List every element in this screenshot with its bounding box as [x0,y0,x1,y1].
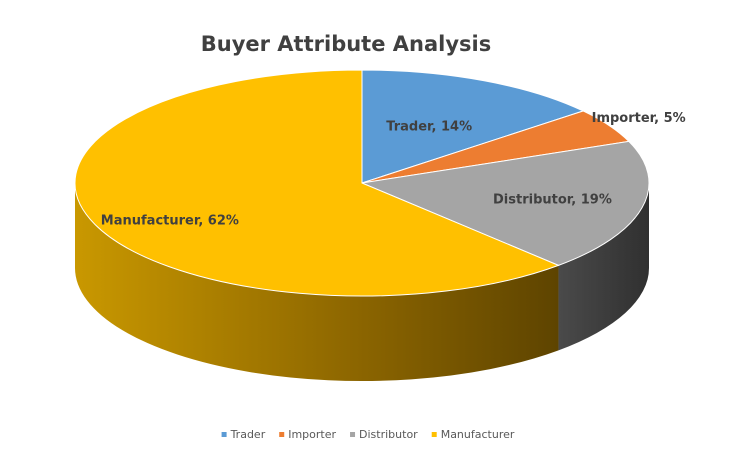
chart-title: Buyer Attribute Analysis [201,32,491,56]
data-label: Manufacturer, 62% [101,213,239,228]
legend-swatch [431,432,437,437]
data-label: Trader, 14% [386,119,472,134]
data-label: Importer, 5% [592,111,686,126]
data-label: Distributor, 19% [493,192,612,207]
slice [74,69,560,297]
slice [360,140,650,266]
legend-swatch [350,432,356,437]
legend-label: Importer [288,428,336,441]
slice-side [558,183,649,351]
legend-swatch [279,432,285,437]
slice [361,69,585,184]
slice-side [75,183,559,381]
legend-label: Manufacturer [441,428,515,441]
legend-label: Distributor [359,428,418,441]
legend-swatch [221,432,227,437]
legend-label: Trader [230,428,266,441]
